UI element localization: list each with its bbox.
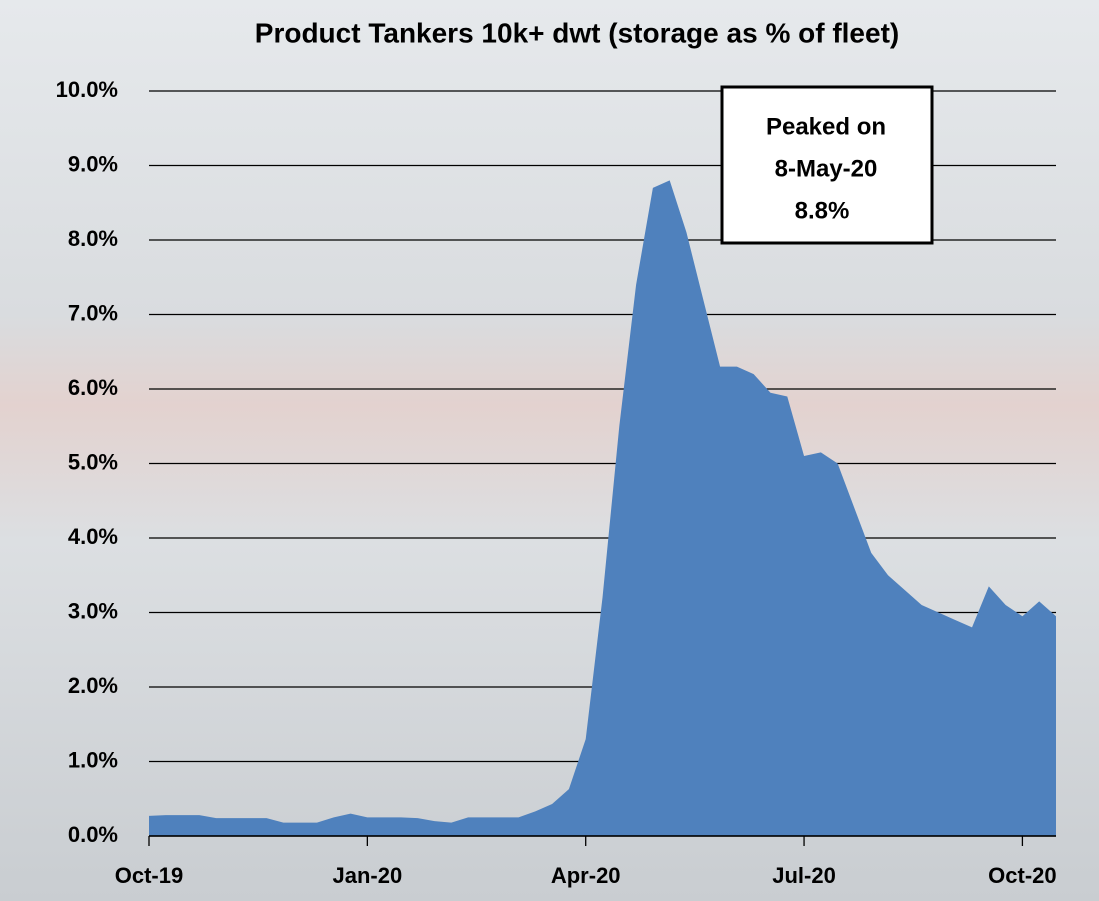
x-tick-label: Apr-20 — [551, 863, 621, 888]
y-tick-label: 10.0% — [56, 77, 118, 102]
y-tick-label: 6.0% — [68, 375, 118, 400]
x-tick-label: Jul-20 — [772, 863, 836, 888]
y-tick-label: 3.0% — [68, 598, 118, 623]
annotation-text: 8-May-20 — [775, 155, 878, 182]
y-tick-label: 0.0% — [68, 822, 118, 847]
y-tick-label: 5.0% — [68, 449, 118, 474]
x-tick-label: Oct-19 — [115, 863, 183, 888]
annotation-box — [720, 85, 934, 245]
x-tick-label: Oct-20 — [988, 863, 1056, 888]
y-tick-label: 7.0% — [68, 300, 118, 325]
annotation-text: 8.8% — [795, 197, 850, 224]
annotation-text: Peaked on — [766, 113, 886, 140]
chart-title: Product Tankers 10k+ dwt (storage as % o… — [255, 17, 899, 48]
y-tick-label: 8.0% — [68, 226, 118, 251]
area — [149, 180, 1056, 836]
y-tick-label: 4.0% — [68, 524, 118, 549]
y-tick-label: 9.0% — [68, 151, 118, 176]
x-tick-label: Jan-20 — [332, 863, 402, 888]
y-tick-label: 1.0% — [68, 747, 118, 772]
y-tick-label: 2.0% — [68, 673, 118, 698]
